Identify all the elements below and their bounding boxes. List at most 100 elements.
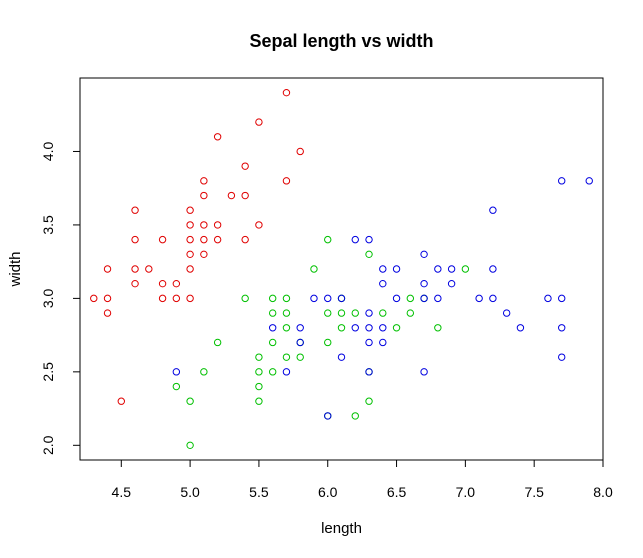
data-point [186,221,194,229]
data-point [200,250,208,259]
data-point [489,265,497,273]
data-point [489,294,497,303]
data-point [268,309,277,317]
data-point [337,324,346,332]
data-point [282,324,291,332]
x-tick-label: 6.0 [318,484,338,500]
data-point [351,309,359,317]
data-point [158,279,167,288]
data-point [310,265,318,273]
data-point [117,397,125,405]
data-point [365,250,373,259]
data-point [544,294,552,303]
data-point [420,368,428,376]
data-point [502,309,511,317]
data-point [337,309,346,317]
data-point [186,441,194,450]
data-point [558,294,566,303]
data-point [131,279,139,288]
data-point [282,309,291,317]
data-point [145,265,153,273]
data-point [282,368,291,376]
data-point [213,221,222,229]
data-point [365,324,373,332]
data-point [213,235,222,244]
chart-title: Sepal length vs width [249,31,433,51]
data-point [200,177,208,185]
data-point [200,191,208,200]
x-axis: 4.5 5.0 5.5 6.0 6.5 7.0 7.5 8.0 [112,459,613,500]
data-point [255,382,263,391]
data-point [337,294,346,303]
data-point [351,324,359,332]
data-points [90,88,593,450]
plot-frame [79,77,604,461]
x-tick-label: 7.0 [456,484,476,500]
y-tick-label: 2.0 [40,435,56,455]
data-point [255,368,263,376]
data-point [158,294,167,303]
data-point [351,235,359,244]
data-point [434,294,442,303]
data-point [255,221,263,229]
x-tick-label: 4.5 [112,484,132,500]
data-point [282,88,291,97]
data-point [227,191,236,200]
x-axis-label: length [321,520,362,537]
y-tick-label: 3.0 [40,288,56,308]
data-point [172,368,181,376]
data-point [392,294,401,303]
data-point [296,353,304,361]
data-point [296,324,304,332]
data-point [365,309,373,317]
data-point [379,279,387,288]
data-point [489,206,497,214]
data-point [447,279,456,288]
data-point [186,250,194,259]
data-point [255,397,263,405]
data-point [172,294,181,303]
data-point [172,382,181,391]
data-point [186,294,194,303]
data-point [365,397,373,405]
data-point [434,324,442,332]
data-point [406,294,415,303]
data-point [200,235,208,244]
y-tick-label: 3.5 [40,215,56,235]
data-point [172,279,181,288]
data-point [324,309,332,317]
data-point [186,265,194,273]
data-point [268,368,277,376]
data-point [420,250,428,259]
x-tick-label: 8.0 [593,484,613,500]
data-point [379,309,387,317]
y-axis-label: width [7,251,24,287]
data-point [475,294,483,303]
data-point [392,265,401,273]
y-tick-label: 4.0 [40,142,56,162]
data-point [213,338,222,347]
data-point [420,279,428,288]
data-point [516,324,525,332]
data-point [103,294,112,303]
data-point [324,294,332,303]
data-point [406,309,415,317]
data-point [379,265,387,273]
data-point [434,265,442,273]
data-point [558,324,566,332]
data-point [558,177,566,185]
data-point [282,294,291,303]
data-point [365,235,373,244]
x-tick-label: 7.5 [524,484,544,500]
y-tick-label: 2.5 [40,362,56,382]
y-axis: 2.0 2.5 3.0 3.5 4.0 [40,142,81,455]
data-point [186,206,194,214]
data-point [296,338,304,347]
data-point [213,133,222,141]
data-point [200,221,208,229]
data-point [447,265,456,273]
data-point [365,338,373,347]
data-point [241,235,249,244]
data-point [268,294,277,303]
data-point [90,294,98,303]
